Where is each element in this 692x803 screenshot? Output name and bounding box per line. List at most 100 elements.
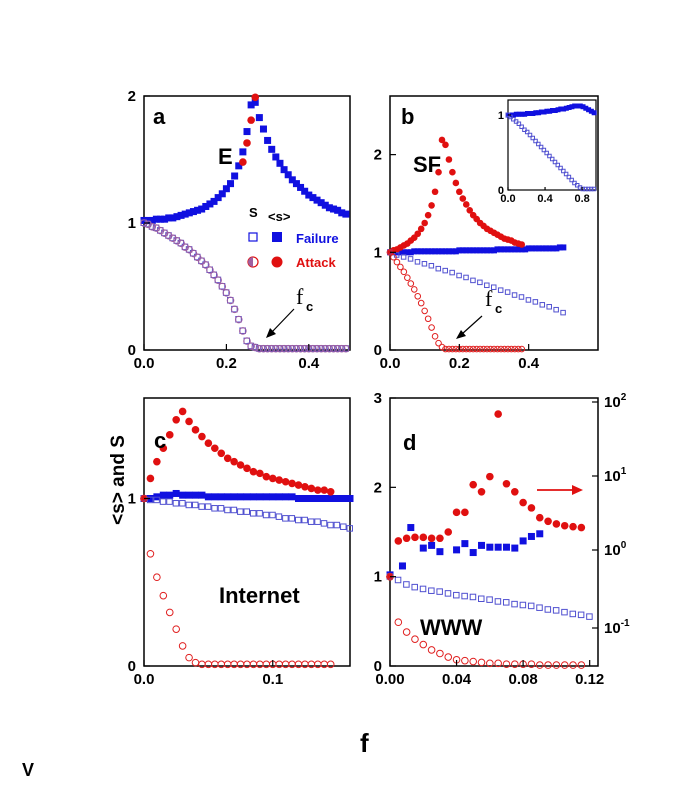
- panel-b-S-failure-point: [511, 292, 518, 298]
- panel-a-meansmean-failure-point: [198, 205, 206, 213]
- panel-a-y-tick-label: 1: [128, 215, 136, 232]
- panel-a-meansmean-failure-point: [235, 162, 243, 170]
- panel-a-S-attack-point: [173, 236, 181, 245]
- panel-b-meansmean-failure-point: [532, 245, 539, 252]
- panel-c-S-attack-point: [165, 608, 174, 617]
- panel-b-inset-S-failure-point: [524, 129, 530, 135]
- panel-b-meansmean-attack-point: [452, 179, 460, 187]
- panel-b-inset-meansmean-failure-point: [519, 111, 525, 117]
- panel-b-meansmean-failure-point: [428, 248, 435, 255]
- panel-b-S-failure-point: [504, 289, 511, 295]
- panel-b-S-failure-point: [518, 294, 525, 300]
- panel-d-S-failure-point: [577, 611, 585, 619]
- panel-d-S-attack-point: [461, 656, 469, 665]
- panel-c-S-failure-point: [301, 516, 308, 524]
- panel-b-inset-meansmean-failure-point: [541, 109, 547, 115]
- panel-d-meansmean-attack-point: [527, 504, 536, 512]
- panel-d-meansmean-attack-point: [436, 534, 444, 543]
- panel-d-marks: [386, 410, 593, 669]
- panel-b-meansmean-failure-point: [515, 246, 522, 253]
- panel-d-meansmean-attack-point: [535, 513, 544, 522]
- panel-d-meansmean-failure-point: [527, 532, 535, 540]
- panel-a-fc-annotation: f c: [266, 284, 313, 338]
- panel-b-meansmean-failure-point: [421, 248, 428, 255]
- panel-b-S-attack-point: [476, 345, 484, 353]
- panel-a-S-attack-point: [239, 327, 247, 335]
- panel-c-meansmean-failure-point: [192, 491, 199, 499]
- panel-b-inset-meansmean-failure-point: [563, 105, 569, 111]
- panel-a-meansmean-failure-point: [309, 194, 317, 202]
- panel-c-S-attack-point: [153, 573, 161, 582]
- panel-d-letter: d: [403, 430, 416, 455]
- panel-c-S-failure-point: [166, 498, 173, 505]
- panel-a-meansmean-failure-point: [288, 176, 296, 184]
- panel-d-meansmean-attack-point: [569, 522, 577, 531]
- panel-b-inset-meansmean-failure-point: [586, 107, 592, 113]
- panel-b-inset-marks: [505, 103, 597, 192]
- panel-c-S-failure-point: [327, 521, 334, 529]
- panel-b-ticks: 0.0 0.2 0.4 0 1 2: [374, 147, 540, 372]
- panel-a-S-attack-point: [181, 243, 189, 251]
- panel-b-inset-meansmean-failure-point: [530, 111, 536, 116]
- panel-b-S-failure-point: [449, 269, 455, 276]
- panel-c-meansmean-failure-point: [307, 495, 315, 502]
- panel-a-meansmean-failure-point: [325, 204, 333, 212]
- panel-b-inset-S-failure-point: [530, 135, 536, 141]
- panel-d-S-attack-point: [486, 659, 494, 668]
- panel-a-meansmean-failure-point: [338, 209, 346, 217]
- panel-d-S-attack-point: [469, 657, 478, 666]
- panel-c-S-attack-point: [159, 591, 168, 600]
- panel-c-meansmean-attack-point: [326, 488, 335, 496]
- panel-d-S-failure-point: [494, 598, 502, 605]
- panel-a-meansmean-failure-point: [313, 196, 321, 204]
- legend-attack-filled-circle-icon: [271, 256, 283, 268]
- panel-c-meansmean-attack-point: [243, 464, 251, 473]
- panel-a-S-attack-point: [325, 344, 334, 353]
- panel-d-right-tick-label: 100: [604, 540, 627, 559]
- panel-c-meansmean-failure-point: [249, 493, 257, 501]
- panel-b-meansmean-attack-point: [442, 141, 449, 149]
- panel-b-network-label: SF: [413, 152, 441, 177]
- panel-b-meansmean-failure-point: [425, 248, 432, 255]
- panel-b-meansmean-attack-point: [456, 188, 463, 196]
- panel-a-x-tick-label: 0.2: [216, 355, 237, 372]
- panel-a-S-attack-point: [313, 344, 321, 353]
- panel-b-meansmean-failure-point: [439, 248, 445, 255]
- panel-b-inset-meansmean-failure-point: [588, 108, 594, 114]
- panel-d-S-attack-point: [494, 659, 502, 668]
- panel-d-S-failure-point: [428, 587, 435, 594]
- panel-b-S-attack-point: [417, 299, 425, 307]
- panel-a-meansmean-failure-point: [292, 180, 300, 188]
- panel-a-letter: a: [153, 104, 166, 129]
- panel-b-meansmean-failure-point: [414, 248, 421, 255]
- panel-b-inset-S-failure-point: [541, 147, 547, 153]
- panel-d-S-attack-point: [577, 661, 586, 669]
- x-axis-label: f: [360, 728, 369, 758]
- panel-b-S-failure-point: [407, 256, 414, 262]
- panel-a-meansmean-failure-point: [227, 180, 235, 188]
- panel-c-meansmean-attack-point: [198, 432, 206, 441]
- panel-d-meansmean-attack-point: [402, 534, 411, 543]
- panel-b-meansmean-failure-point: [549, 245, 556, 252]
- panel-a-meansmean-failure-point: [243, 128, 251, 136]
- panel-b-frame: [389, 95, 599, 351]
- panel-b-S-attack-point: [462, 345, 470, 353]
- panel-b-S-attack-point: [424, 315, 432, 323]
- panel-b-S-attack-point: [511, 345, 519, 353]
- panel-b-inset-meansmean-failure-point: [572, 103, 578, 109]
- panel-c-S-failure-point: [314, 518, 321, 525]
- legend-failure-label: Failure: [296, 231, 339, 246]
- panel-b-meansmean-failure-point: [442, 248, 449, 255]
- panel-d-S-failure-point: [569, 610, 577, 618]
- panel-c-meansmean-failure-point: [327, 495, 335, 502]
- panel-b-inset-meansmean-failure-point: [547, 108, 553, 114]
- panel-c-meansmean-attack-point: [314, 486, 322, 494]
- panel-a-x-tick-label: 0.0: [134, 355, 155, 372]
- panel-c-meansmean-failure-point: [243, 493, 251, 501]
- panel-b-S-failure-point: [456, 272, 462, 279]
- panel-a-meansmean-failure-point: [161, 215, 169, 223]
- panel-b-inset-S-failure-point: [536, 141, 541, 147]
- panel-d-meansmean-failure-point: [407, 524, 415, 532]
- panel-d-S-attack-point: [444, 653, 453, 661]
- panel-a-meansmean-failure-point: [214, 194, 222, 202]
